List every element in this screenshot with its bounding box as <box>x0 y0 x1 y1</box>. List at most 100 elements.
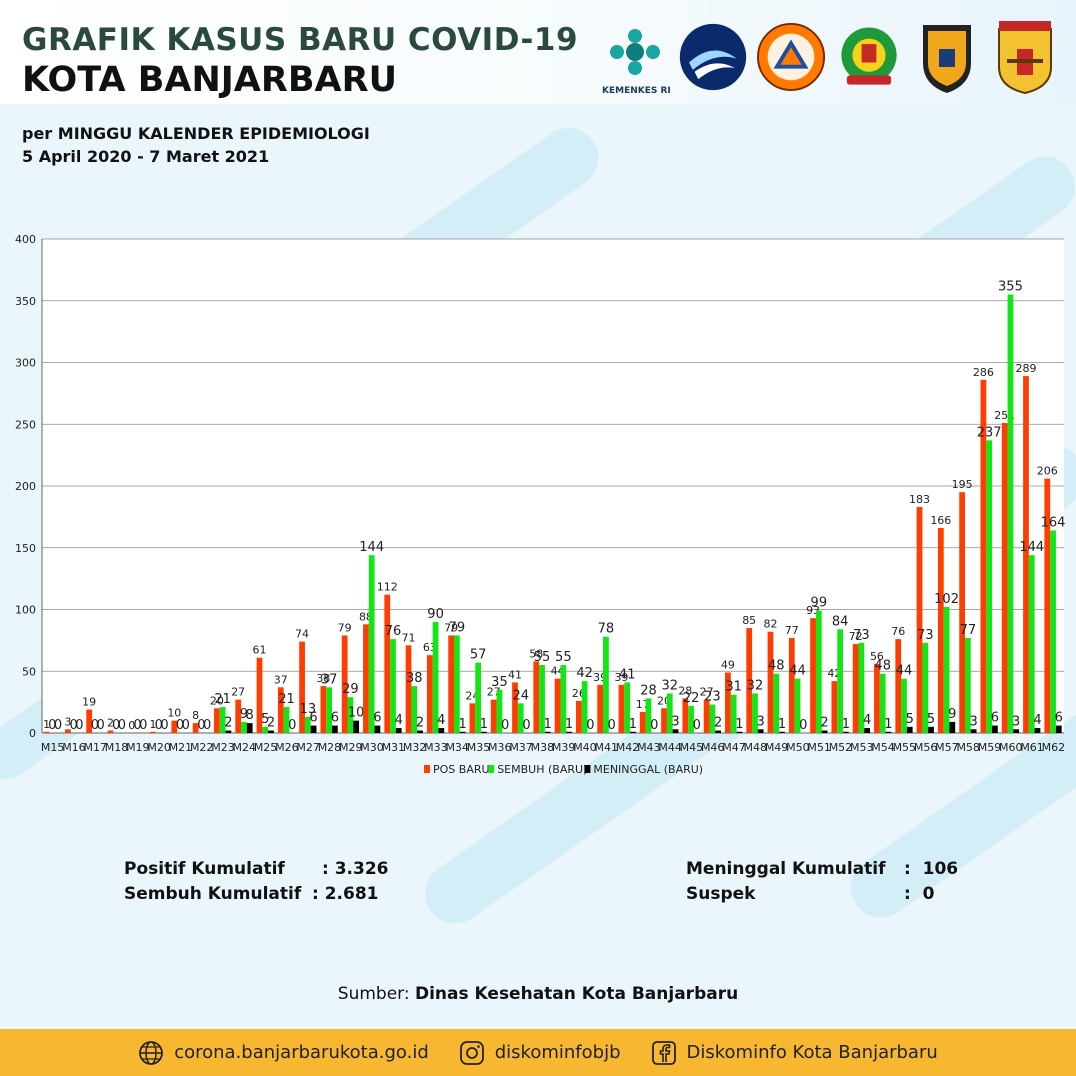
bar-sembuh-baru <box>539 665 545 733</box>
bar-pos-baru <box>767 631 774 733</box>
x-tick-label: M28 <box>318 741 342 754</box>
x-tick-label: M40 <box>573 741 597 754</box>
bar-meninggal-baru <box>928 726 934 733</box>
bar-pos-baru <box>852 644 859 733</box>
footer-website[interactable]: corona.banjarbarukota.go.id <box>138 1040 429 1066</box>
data-label: 31 <box>725 680 742 695</box>
bar-pos-baru <box>661 708 667 733</box>
footer-bar: corona.banjarbarukota.go.id diskominfobj… <box>0 1029 1076 1076</box>
data-label: 206 <box>1037 465 1058 478</box>
data-label: 0 <box>288 718 296 733</box>
data-label: 3 <box>1012 714 1020 729</box>
x-tick-label: M59 <box>978 741 1002 754</box>
data-label: 23 <box>704 690 721 705</box>
y-tick-label: 100 <box>15 604 36 617</box>
chart-svg: 050100150200250300350400100M15300M161900… <box>15 233 1066 776</box>
data-label: 4 <box>437 713 445 728</box>
data-label: 0 <box>118 718 126 733</box>
data-label: 71 <box>402 631 416 644</box>
x-tick-label: M23 <box>211 741 235 754</box>
bar-meninggal-baru <box>672 729 679 733</box>
subtitle-line2: 5 April 2020 - 7 Maret 2021 <box>22 147 270 166</box>
data-label: 166 <box>930 514 951 527</box>
data-label: 5 <box>927 712 935 727</box>
bar-pos-baru <box>341 635 348 733</box>
x-tick-label: M22 <box>190 741 214 754</box>
bar-sembuh-baru <box>326 687 332 733</box>
footer-facebook[interactable]: Diskominfo Kota Banjarbaru <box>651 1040 938 1066</box>
bar-sembuh-baru <box>1050 530 1056 733</box>
y-tick-label: 300 <box>15 357 36 370</box>
x-tick-label: M26 <box>275 741 299 754</box>
bar-meninggal-baru <box>1055 725 1062 733</box>
x-tick-label: M27 <box>296 741 320 754</box>
data-label: 9 <box>240 707 248 722</box>
bar-sembuh-baru <box>624 682 631 733</box>
bpbd-logo <box>756 18 826 96</box>
data-label: 27 <box>231 686 245 699</box>
data-label: 19 <box>82 696 96 709</box>
stat-suspek: Suspek : 0 <box>686 881 958 906</box>
x-tick-label: M43 <box>637 741 661 754</box>
x-tick-label: M32 <box>403 741 427 754</box>
polda-kalsel-logo <box>912 18 982 96</box>
data-label: 77 <box>785 624 799 637</box>
data-label: 0 <box>608 718 616 733</box>
kominfo-logo <box>678 18 748 96</box>
data-label: 41 <box>619 667 636 682</box>
footer-instagram[interactable]: diskominfobjb <box>459 1040 621 1066</box>
bar-pos-baru <box>384 594 391 733</box>
data-label: 82 <box>763 618 777 631</box>
data-label: 2 <box>224 716 232 731</box>
bar-sembuh-baru <box>390 639 396 733</box>
data-label: 3 <box>757 714 765 729</box>
bar-sembuh-baru <box>347 697 354 733</box>
bar-sembuh-baru <box>794 678 801 733</box>
bar-meninggal-baru <box>906 726 913 733</box>
subtitle-line1: per MINGGU KALENDER EPIDEMIOLOGI <box>22 124 370 143</box>
data-label: 24 <box>512 688 529 703</box>
stat-meninggal-label: Meninggal Kumulatif <box>686 858 886 879</box>
data-label: 6 <box>309 711 317 726</box>
data-label: 6 <box>373 711 381 726</box>
data-label: 21 <box>278 692 295 707</box>
data-label: 55 <box>555 650 572 665</box>
x-tick-label: M62 <box>1042 741 1066 754</box>
bar-pos-baru <box>831 681 838 733</box>
x-tick-label: M48 <box>744 741 768 754</box>
data-label: 183 <box>909 493 930 506</box>
bar-pos-baru <box>554 678 561 733</box>
bar-pos-baru <box>618 684 625 733</box>
source-name: Dinas Kesehatan Kota Banjarbaru <box>414 984 739 1004</box>
bar-sembuh-baru <box>560 665 567 733</box>
x-tick-label: M18 <box>105 741 129 754</box>
bar-meninggal-baru <box>459 731 466 733</box>
bar-sembuh-baru <box>304 716 311 733</box>
bar-pos-baru <box>192 723 199 733</box>
data-label: 77 <box>960 623 977 638</box>
data-label: 2 <box>416 716 424 731</box>
bar-pos-baru <box>171 720 178 733</box>
bar-pos-baru <box>916 506 923 733</box>
data-label: 38 <box>406 671 423 686</box>
bar-sembuh-baru <box>986 440 993 733</box>
stat-meninggal: Meninggal Kumulatif : 106 <box>686 856 958 881</box>
bar-pos-baru <box>746 628 753 733</box>
stats-right: Meninggal Kumulatif : 106 Suspek : 0 <box>686 856 958 906</box>
x-tick-label: M47 <box>722 741 746 754</box>
x-tick-label: M37 <box>509 741 533 754</box>
x-tick-label: M41 <box>594 741 618 754</box>
bar-pos-baru <box>235 699 242 733</box>
x-tick-label: M60 <box>999 741 1023 754</box>
bar-pos-baru <box>43 731 50 733</box>
bar-sembuh-baru <box>475 662 482 733</box>
data-label: 74 <box>295 628 309 641</box>
data-label: 2 <box>267 716 275 731</box>
data-label: 0 <box>133 718 141 733</box>
x-tick-label: M29 <box>339 741 363 754</box>
data-label: 32 <box>747 678 764 693</box>
data-label: 5 <box>906 712 914 727</box>
bar-sembuh-baru <box>964 637 971 733</box>
data-label: 38 <box>316 672 330 685</box>
data-label: 73 <box>917 628 934 643</box>
